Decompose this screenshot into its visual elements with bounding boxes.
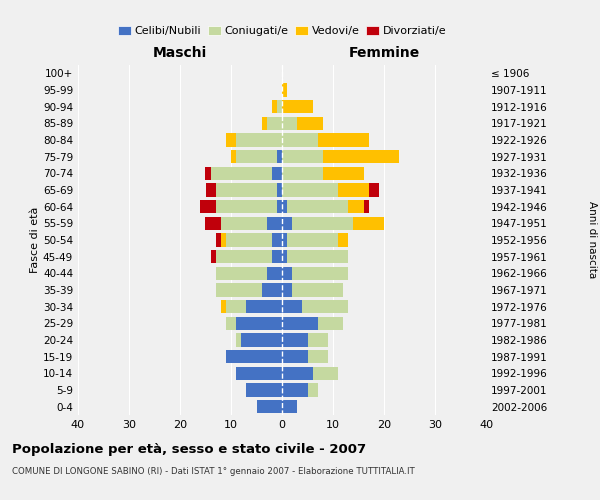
Bar (211, 166, 272, 180)
Bar (262, 116, 267, 130)
Bar (282, 150, 323, 164)
Bar (282, 284, 292, 296)
Bar (313, 366, 338, 380)
Bar (323, 166, 364, 180)
Bar (282, 334, 308, 346)
Bar (282, 200, 287, 213)
Bar (292, 216, 353, 230)
Bar (338, 184, 369, 196)
Bar (282, 266, 292, 280)
Bar (277, 184, 282, 196)
Text: Anni di nascita: Anni di nascita (587, 202, 597, 278)
Bar (216, 234, 221, 246)
Bar (236, 366, 282, 380)
Text: Maschi: Maschi (153, 46, 207, 60)
Bar (282, 184, 338, 196)
Bar (267, 216, 282, 230)
Bar (282, 234, 287, 246)
Bar (282, 384, 308, 396)
Bar (282, 84, 287, 96)
Bar (216, 284, 262, 296)
Bar (353, 216, 384, 230)
Bar (282, 350, 308, 364)
Bar (216, 266, 267, 280)
Bar (292, 266, 349, 280)
Bar (369, 184, 379, 196)
Bar (226, 234, 272, 246)
Bar (282, 216, 292, 230)
Bar (236, 134, 282, 146)
Bar (221, 300, 226, 314)
Bar (323, 150, 400, 164)
Bar (226, 134, 236, 146)
Bar (282, 250, 287, 264)
Bar (216, 200, 277, 213)
Bar (206, 216, 221, 230)
Bar (282, 300, 302, 314)
Bar (272, 166, 282, 180)
Bar (308, 350, 328, 364)
Text: Popolazione per età, sesso e stato civile - 2007: Popolazione per età, sesso e stato civil… (12, 442, 366, 456)
Bar (282, 116, 298, 130)
Bar (308, 384, 318, 396)
Bar (257, 400, 282, 413)
Bar (206, 184, 216, 196)
Bar (277, 200, 282, 213)
Bar (292, 284, 343, 296)
Bar (277, 100, 282, 114)
Bar (298, 116, 323, 130)
Text: Femmine: Femmine (349, 46, 419, 60)
Bar (241, 334, 282, 346)
Bar (338, 234, 349, 246)
Bar (262, 284, 282, 296)
Bar (282, 166, 323, 180)
Bar (267, 266, 282, 280)
Bar (247, 384, 282, 396)
Bar (282, 316, 318, 330)
Bar (287, 200, 349, 213)
Bar (231, 150, 236, 164)
Bar (318, 134, 369, 146)
Bar (318, 316, 343, 330)
Text: COMUNE DI LONGONE SABINO (RI) - Dati ISTAT 1° gennaio 2007 - Elaborazione TUTTIT: COMUNE DI LONGONE SABINO (RI) - Dati IST… (12, 468, 415, 476)
Bar (272, 100, 277, 114)
Bar (277, 150, 282, 164)
Bar (236, 150, 277, 164)
Bar (302, 300, 349, 314)
Bar (349, 200, 364, 213)
Y-axis label: Fasce di età: Fasce di età (30, 207, 40, 273)
Bar (272, 250, 282, 264)
Bar (282, 134, 318, 146)
Bar (247, 300, 282, 314)
Bar (200, 200, 216, 213)
Bar (364, 200, 369, 213)
Bar (206, 166, 211, 180)
Bar (282, 100, 313, 114)
Bar (236, 334, 241, 346)
Bar (216, 184, 277, 196)
Bar (236, 316, 282, 330)
Bar (282, 400, 298, 413)
Bar (221, 234, 226, 246)
Bar (221, 216, 267, 230)
Bar (287, 250, 349, 264)
Legend: Celibi/Nubili, Coniugati/e, Vedovi/e, Divorziati/e: Celibi/Nubili, Coniugati/e, Vedovi/e, Di… (113, 22, 451, 41)
Bar (308, 334, 328, 346)
Bar (272, 234, 282, 246)
Bar (267, 116, 282, 130)
Bar (226, 350, 282, 364)
Bar (282, 366, 313, 380)
Bar (287, 234, 338, 246)
Bar (226, 300, 247, 314)
Bar (226, 316, 236, 330)
Bar (211, 250, 216, 264)
Bar (216, 250, 272, 264)
